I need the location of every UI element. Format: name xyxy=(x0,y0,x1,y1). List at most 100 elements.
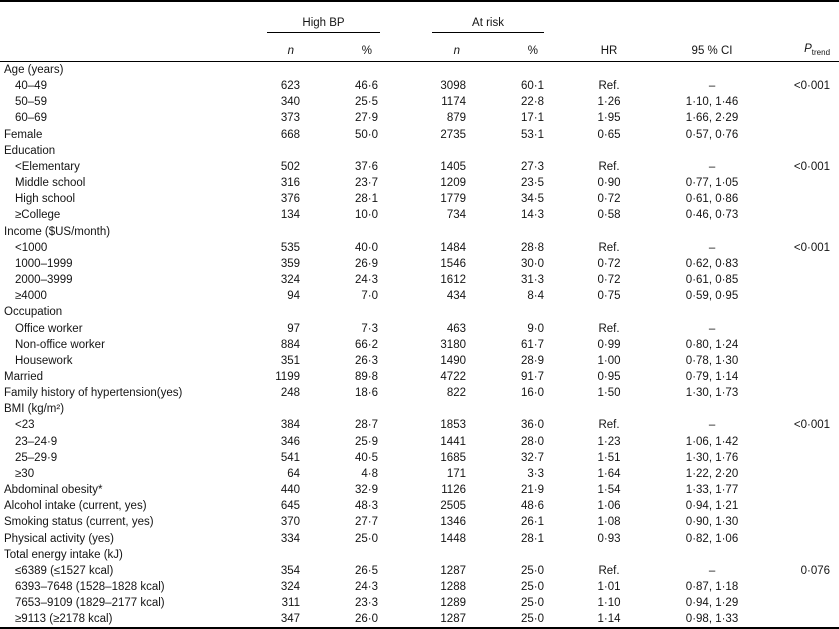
cell-highbp-n: 623 xyxy=(280,80,300,93)
cell-ptrend: <0·001 xyxy=(793,419,831,432)
cell-atrisk-pct: 28·9 xyxy=(520,354,545,367)
cell-atrisk-pct xyxy=(468,547,546,563)
cell-highbp-n: 359 xyxy=(280,257,300,270)
column-header-row: n % n % HR 95 % CI Ptrend xyxy=(0,33,839,62)
cell-atrisk-n: 734 xyxy=(446,209,466,222)
cell-hr: 0·90 xyxy=(597,177,621,190)
cell-atrisk-n: 1287 xyxy=(440,564,466,577)
cell-ptrend xyxy=(752,207,839,223)
cell-ci xyxy=(672,547,752,563)
cell-atrisk-pct: 21·9 xyxy=(520,484,545,497)
cell-ptrend xyxy=(752,466,839,482)
table-row: Occupation xyxy=(0,304,839,320)
cell-highbp-n: 535 xyxy=(280,241,300,254)
row-label: Married xyxy=(4,370,43,383)
table-row: Education xyxy=(0,143,839,159)
group-header-highbp-label: High BP xyxy=(267,17,380,33)
cell-ptrend xyxy=(752,369,839,385)
cell-hr: Ref. xyxy=(598,419,620,432)
row-label: ≤6389 (≤1527 kcal) xyxy=(15,564,114,577)
table-row: Alcohol intake (current, yes) 645 48·3 2505… xyxy=(0,498,839,514)
cell-ptrend xyxy=(752,579,839,595)
cell-ptrend xyxy=(752,321,839,337)
table-row: Income ($US/month) xyxy=(0,224,839,240)
cell-highbp-pct: 37·6 xyxy=(354,160,378,173)
cell-atrisk-pct xyxy=(468,224,546,240)
cell-atrisk-n: 1288 xyxy=(440,581,466,593)
cell-ptrend xyxy=(752,450,839,466)
cell-ci xyxy=(672,401,752,417)
cell-highbp-pct xyxy=(302,224,380,240)
cell-highbp-n: 440 xyxy=(280,484,300,497)
cell-highbp-n: 334 xyxy=(280,532,300,545)
cell-highbp-pct: 28·1 xyxy=(354,193,378,206)
group-header-atrisk: At risk xyxy=(380,1,546,33)
cell-ci xyxy=(672,143,752,159)
cell-atrisk-n: 1779 xyxy=(440,193,466,206)
cell-ci: 0·61, 0·86 xyxy=(685,193,739,206)
row-label: <23 xyxy=(15,419,35,432)
cell-highbp-n xyxy=(253,401,302,417)
cell-atrisk-pct: 16·0 xyxy=(520,387,545,400)
cell-ptrend xyxy=(752,353,839,369)
cell-highbp-pct: 89·8 xyxy=(354,370,378,383)
cell-atrisk-pct: 28·0 xyxy=(520,435,545,448)
cell-highbp-n: 64 xyxy=(287,467,300,480)
cell-highbp-pct: 46·6 xyxy=(354,80,378,93)
cell-hr: 1·01 xyxy=(597,581,621,593)
cell-highbp-n: 346 xyxy=(280,435,300,448)
table-row: 25–29·9 541 40·5 1685 32·7 1·51 1·30, 1·76 xyxy=(0,450,839,466)
header-highbp-pct: % xyxy=(302,33,380,62)
cell-ci: 1·30, 1·76 xyxy=(685,451,739,464)
cell-atrisk-pct: 9·0 xyxy=(527,322,545,335)
cell-atrisk-n: 1289 xyxy=(440,597,466,610)
cell-ptrend xyxy=(752,434,839,450)
cell-highbp-n: 373 xyxy=(280,112,300,125)
cell-atrisk-n: 1174 xyxy=(441,96,466,109)
row-label: 1000–1999 xyxy=(15,257,73,270)
cell-highbp-pct: 48·3 xyxy=(354,500,378,513)
cell-ci: 0·94, 1·29 xyxy=(685,597,739,610)
header-ci: 95 % CI xyxy=(672,33,753,62)
cell-atrisk-pct: 31·3 xyxy=(520,274,545,287)
cell-highbp-n: 316 xyxy=(280,177,300,190)
cell-hr: Ref. xyxy=(598,80,620,93)
cell-ptrend: 0·076 xyxy=(800,564,831,577)
cell-atrisk-n: 4722 xyxy=(440,370,466,383)
group-header-atrisk-label: At risk xyxy=(432,17,545,33)
cell-highbp-n xyxy=(253,304,302,320)
cell-highbp-pct xyxy=(302,547,380,563)
cell-ptrend xyxy=(752,498,839,514)
cell-highbp-pct: 27·9 xyxy=(354,112,378,125)
row-label: Abdominal obesity* xyxy=(4,484,103,497)
cell-ci: 0·57, 0·76 xyxy=(685,128,739,141)
cell-ptrend xyxy=(752,110,839,126)
row-label: Education xyxy=(4,144,56,157)
cell-hr xyxy=(546,401,672,417)
table-row: BMI (kg/m²) xyxy=(0,401,839,417)
cell-hr: 0·58 xyxy=(597,209,621,222)
cell-atrisk-n: 879 xyxy=(446,112,466,125)
cell-hr: Ref. xyxy=(598,160,620,173)
cell-ci: 0·87, 1·18 xyxy=(685,581,739,593)
table-row: Abdominal obesity* 440 32·9 1126 21·9 1·54 1·3… xyxy=(0,482,839,498)
table-row: ≥30 64 4·8 171 3·3 1·64 1·22, 2·20 xyxy=(0,466,839,482)
row-label: Income ($US/month) xyxy=(4,225,111,238)
cell-highbp-n: 384 xyxy=(280,419,300,432)
cell-atrisk-pct: 25·0 xyxy=(520,581,545,593)
cell-atrisk-pct: 61·7 xyxy=(520,338,545,351)
cell-hr xyxy=(546,304,672,320)
cell-ci: – xyxy=(708,564,716,577)
cell-atrisk-pct xyxy=(468,143,546,159)
cell-ptrend xyxy=(752,304,839,320)
table-row: Office worker 97 7·3 463 9·0 Ref. – xyxy=(0,321,839,337)
cell-atrisk-pct: 27·3 xyxy=(520,160,545,173)
cell-ci: 1·30, 1·73 xyxy=(685,387,739,400)
table-row: Housework 351 26·3 1490 28·9 1·00 0·78, 1·30 xyxy=(0,353,839,369)
cell-ci: 0·80, 1·24 xyxy=(685,338,739,351)
cell-atrisk-pct: 36·0 xyxy=(520,419,545,432)
cell-hr: 1·06 xyxy=(597,500,621,513)
cell-highbp-pct: 24·3 xyxy=(354,581,378,593)
row-label: ≥College xyxy=(15,209,61,222)
table-body: Age (years) 40–49 623 46·6 3098 60·1 Ref. – <0·0… xyxy=(0,62,839,629)
